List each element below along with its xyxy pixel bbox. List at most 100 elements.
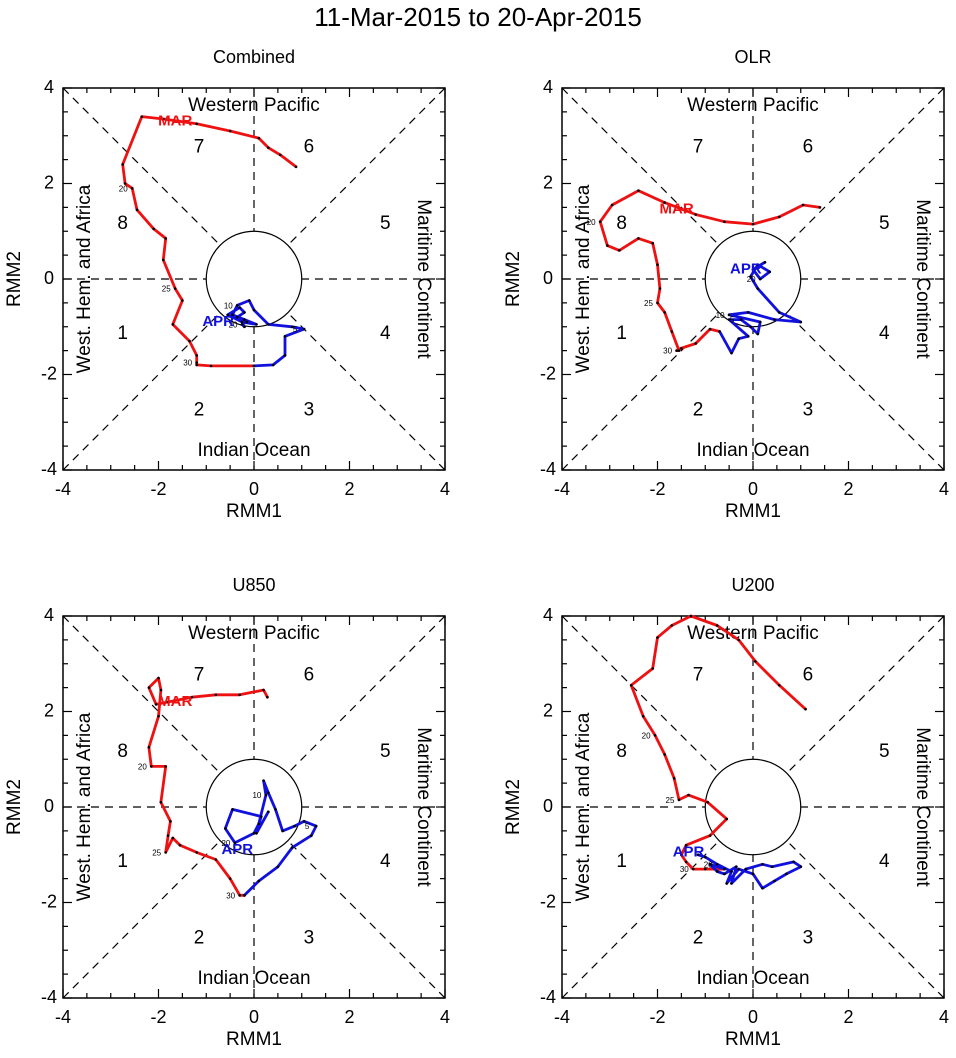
day-marker (214, 693, 218, 697)
x-tick-label: 4 (939, 479, 949, 499)
day-marker (231, 313, 234, 317)
day-marker (723, 872, 726, 876)
day-marker (157, 714, 160, 718)
x-tick-label: -2 (649, 479, 665, 499)
day-marker (243, 325, 246, 329)
series-label-apr: APR (221, 841, 253, 858)
x-tick-label: 2 (344, 1007, 354, 1027)
day-marker (147, 686, 151, 689)
day-marker (257, 879, 261, 883)
day-label: 20 (704, 860, 713, 869)
region-label-right: Maritime Continent (912, 727, 933, 887)
day-label: 10 (224, 301, 233, 310)
day-marker (777, 215, 781, 219)
phase-number-6: 6 (803, 137, 814, 158)
phase-number-2: 2 (194, 399, 205, 420)
day-marker (656, 301, 659, 305)
day-marker (190, 695, 194, 699)
day-marker (687, 793, 690, 797)
day-marker (684, 843, 688, 847)
day-marker (154, 703, 158, 706)
day-marker (658, 287, 662, 290)
day-marker (188, 339, 191, 343)
phase-number-7: 7 (693, 137, 704, 158)
day-marker (777, 683, 781, 687)
y-tick-label: -2 (540, 891, 556, 911)
day-label: 20 (138, 763, 147, 772)
x-tick-label: 0 (249, 479, 259, 499)
region-label-bottom: Indian Ocean (197, 440, 310, 461)
day-label: 10 (252, 791, 261, 800)
x-tick-label: 2 (344, 479, 354, 499)
region-label-left: West. Hem. and Africa (573, 184, 594, 373)
day-marker (314, 824, 318, 828)
day-marker (302, 327, 306, 331)
day-marker (195, 363, 198, 367)
day-marker (715, 870, 719, 873)
day-marker (792, 860, 795, 864)
x-tick-label: 4 (939, 1007, 949, 1027)
day-label: 20 (642, 731, 651, 740)
phase-number-6: 6 (304, 137, 315, 158)
day-marker (730, 882, 733, 885)
day-marker (243, 894, 246, 897)
x-tick-label: -2 (649, 1007, 665, 1027)
phase-number-1: 1 (616, 851, 627, 872)
day-marker (799, 320, 803, 324)
x-tick-label: 2 (843, 479, 853, 499)
day-marker (672, 777, 676, 780)
unit-circle (205, 758, 303, 856)
day-marker (818, 206, 822, 209)
day-marker (123, 182, 127, 185)
day-marker (746, 335, 750, 338)
y-tick-label: 2 (543, 700, 553, 720)
day-marker (147, 746, 151, 749)
day-marker (310, 834, 313, 837)
day-marker (195, 354, 198, 357)
day-marker (653, 734, 657, 737)
day-marker (703, 867, 707, 871)
day-marker (166, 700, 170, 704)
day-marker (164, 765, 167, 768)
day-marker (677, 798, 681, 802)
day-marker (290, 325, 294, 329)
day-marker (761, 863, 764, 866)
day-marker (692, 867, 695, 871)
day-marker (723, 867, 726, 871)
day-marker (737, 638, 740, 642)
day-marker (739, 318, 743, 321)
day-label: 30 (226, 891, 235, 900)
day-marker (777, 311, 781, 314)
day-marker (749, 275, 752, 278)
x-tick-label: -2 (150, 479, 166, 499)
day-label: 20 (229, 320, 238, 329)
day-marker (302, 820, 306, 823)
day-marker (670, 624, 674, 627)
x-axis-label: RMM1 (226, 1029, 282, 1050)
day-marker (618, 249, 621, 252)
day-marker (746, 311, 750, 314)
day-marker (178, 843, 182, 847)
day-marker (281, 829, 284, 833)
day-marker (694, 342, 697, 345)
phase-number-7: 7 (693, 665, 704, 686)
day-marker (271, 363, 275, 367)
day-marker (751, 872, 755, 876)
phase-number-8: 8 (616, 213, 627, 234)
day-marker (641, 714, 645, 718)
day-label: 25 (162, 285, 171, 294)
day-marker (276, 865, 280, 868)
region-label-left: West. Hem. and Africa (74, 184, 95, 373)
day-marker (173, 287, 177, 290)
y-tick-label: 0 (44, 796, 54, 816)
y-tick-label: 2 (44, 700, 54, 720)
day-marker (247, 299, 251, 302)
day-marker (725, 882, 729, 885)
day-label: 20 (587, 218, 596, 227)
day-marker (756, 263, 760, 266)
y-tick-label: 4 (543, 605, 553, 625)
day-marker (758, 320, 762, 324)
y-tick-label: -4 (41, 459, 57, 479)
day-marker (169, 820, 172, 823)
phase-number-8: 8 (117, 213, 128, 234)
